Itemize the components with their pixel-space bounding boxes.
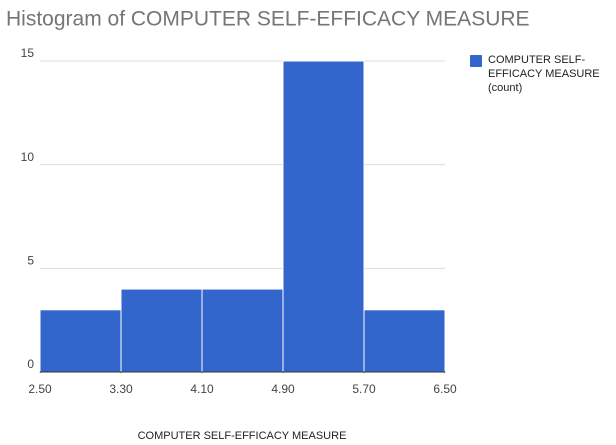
y-tick-label: 0: [27, 357, 34, 371]
legend-swatch: [470, 55, 482, 67]
bar: [282, 60, 365, 373]
legend-entry: COMPUTER SELF-EFFICACY MEASURE (count): [488, 54, 600, 94]
x-tick-label: 5.70: [352, 382, 376, 396]
x-tick-label: 3.30: [109, 382, 133, 396]
y-tick-label: 10: [21, 150, 35, 164]
legend-label: COMPUTER SELF-EFFICACY MEASURE (count): [488, 54, 600, 94]
x-tick-label: 4.90: [271, 382, 295, 396]
bar: [201, 288, 284, 373]
x-tick-label: 4.10: [190, 382, 214, 396]
y-tick-label: 5: [27, 254, 34, 268]
x-tick-label: 6.50: [433, 382, 457, 396]
x-tick-label: 2.50: [28, 382, 52, 396]
chart-title: Histogram of COMPUTER SELF-EFFICACY MEAS…: [6, 8, 530, 31]
bar: [120, 288, 203, 373]
bar: [39, 309, 122, 373]
x-axis-label: COMPUTER SELF-EFFICACY MEASURE: [138, 430, 347, 442]
y-tick-label: 15: [21, 46, 35, 60]
bar: [363, 309, 446, 373]
